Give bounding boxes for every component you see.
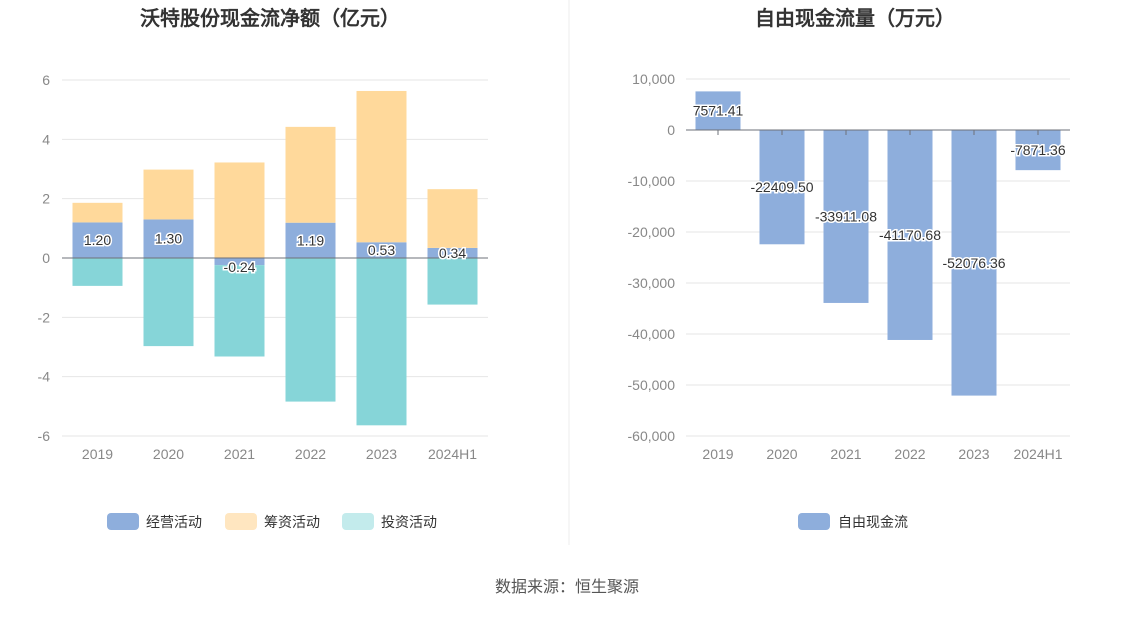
free-cashflow-chart: 10,000 0 -10,000 -20,000 -30,000 -40,000 -50,0… bbox=[628, 71, 1070, 530]
legend-label: 筹资活动 bbox=[264, 514, 320, 530]
x-tick-label: 2020 bbox=[766, 446, 797, 462]
x-tick-label: 2019 bbox=[702, 446, 733, 462]
bar-segment bbox=[427, 258, 478, 305]
legend-label: 投资活动 bbox=[381, 514, 437, 530]
bar-segment bbox=[285, 126, 336, 223]
cashflow-chart: 6 4 2 0 -2 -4 -6 2019 2020 2021 2022 2023 2024H1 1.20… bbox=[38, 72, 488, 530]
bar-segment bbox=[356, 242, 407, 258]
legend-swatch bbox=[798, 513, 830, 530]
y-tick-label: 0 bbox=[667, 122, 675, 138]
y-tick-label: 6 bbox=[42, 72, 50, 88]
bar-segment bbox=[143, 169, 194, 220]
x-tick-label: 2021 bbox=[224, 446, 255, 462]
bar bbox=[823, 130, 869, 303]
y-tick-label: -60,000 bbox=[628, 428, 676, 444]
bar-segment bbox=[143, 258, 194, 347]
y-tick-label: -40,000 bbox=[628, 326, 676, 342]
x-tick-label: 2024H1 bbox=[1013, 446, 1062, 462]
y-tick-label: 0 bbox=[42, 250, 50, 266]
y-tick-label: -10,000 bbox=[628, 173, 676, 189]
y-tick-label: -4 bbox=[38, 369, 51, 385]
y-tick-label: 4 bbox=[42, 131, 50, 147]
bar-segment bbox=[356, 90, 407, 243]
bar-segment bbox=[285, 222, 336, 258]
bar-segment bbox=[427, 247, 478, 258]
bar-segment bbox=[214, 265, 265, 357]
bar bbox=[1015, 130, 1061, 171]
data-label: -0.24 bbox=[224, 259, 256, 275]
bar-segment bbox=[214, 162, 265, 258]
bar bbox=[887, 130, 933, 340]
data-label: 1.20 bbox=[84, 232, 111, 248]
data-label: -7871.36 bbox=[1010, 142, 1065, 158]
data-label: 0.53 bbox=[368, 242, 395, 258]
data-label: -41170.68 bbox=[879, 227, 941, 243]
x-tick-label: 2022 bbox=[295, 446, 326, 462]
x-tick-label: 2023 bbox=[958, 446, 989, 462]
bar-segment bbox=[72, 258, 123, 286]
bar-segment bbox=[427, 189, 478, 248]
y-tick-label: -30,000 bbox=[628, 275, 676, 291]
data-source-label: 数据来源：恒生聚源 bbox=[495, 578, 639, 596]
bar-segment bbox=[143, 219, 194, 258]
data-label: 7571.41 bbox=[693, 103, 744, 119]
bar bbox=[951, 130, 997, 396]
data-label: -52076.36 bbox=[942, 255, 1005, 271]
x-tick-label: 2023 bbox=[366, 446, 397, 462]
bar bbox=[759, 130, 805, 245]
data-label: -22409.50 bbox=[750, 179, 813, 195]
bar-segment bbox=[285, 258, 336, 402]
x-tick-label: 2022 bbox=[894, 446, 925, 462]
left-chart-title: 沃特股份现金流净额（亿元） bbox=[140, 6, 400, 30]
y-tick-label: -50,000 bbox=[628, 377, 676, 393]
data-label: 1.30 bbox=[155, 231, 182, 247]
y-tick-label: -20,000 bbox=[628, 224, 676, 240]
y-tick-label: -2 bbox=[38, 309, 51, 325]
bar-segment bbox=[214, 258, 265, 266]
y-tick-label: 10,000 bbox=[632, 71, 675, 87]
bar-segment bbox=[356, 258, 407, 426]
x-tick-label: 2019 bbox=[82, 446, 113, 462]
x-tick-label: 2024H1 bbox=[428, 446, 477, 462]
data-label: 0.34 bbox=[439, 245, 466, 261]
legend-swatch bbox=[107, 513, 139, 530]
right-chart-title: 自由现金流量（万元） bbox=[755, 6, 955, 30]
y-tick-label: 2 bbox=[42, 191, 50, 207]
x-tick-label: 2021 bbox=[830, 446, 861, 462]
legend-swatch bbox=[225, 513, 257, 530]
legend-swatch bbox=[342, 513, 374, 530]
bar-segment bbox=[72, 222, 123, 258]
data-label: -33911.08 bbox=[815, 208, 877, 224]
x-tick-label: 2020 bbox=[153, 446, 184, 462]
legend-label: 自由现金流 bbox=[838, 514, 908, 530]
bar bbox=[695, 91, 741, 130]
data-label: 1.19 bbox=[297, 232, 324, 248]
y-tick-label: -6 bbox=[38, 428, 51, 444]
legend-label: 经营活动 bbox=[146, 514, 202, 530]
bar-segment bbox=[72, 202, 123, 223]
